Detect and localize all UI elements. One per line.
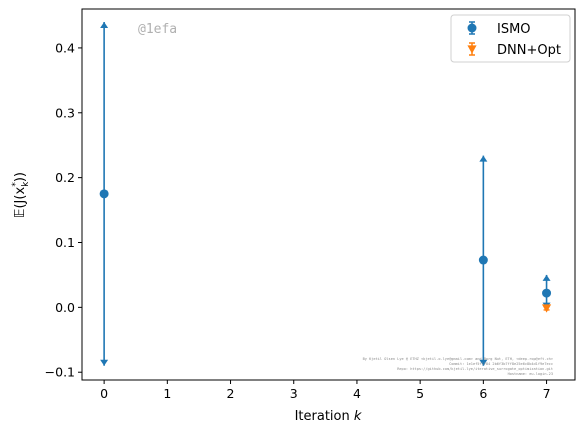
y-tick-label: 0.0 — [55, 300, 75, 315]
data-point — [541, 304, 552, 313]
legend-dnn-marker — [467, 42, 477, 56]
legend: ISMO DNN+Opt — [450, 14, 571, 63]
footer-line: Repo: https://github.com/kjetil-lye/iter… — [397, 367, 553, 371]
y-axis-label-end: )) — [13, 172, 28, 182]
x-tick-label: 6 — [479, 386, 487, 401]
x-tick-label: 7 — [543, 386, 551, 401]
x-tick-label: 1 — [163, 386, 171, 401]
x-tick-label: 0 — [100, 386, 108, 401]
x-axis-label-var: k — [354, 409, 362, 424]
y-tick-label: 0.2 — [55, 170, 75, 185]
series-layer — [99, 21, 552, 366]
error-bar-cap-lower — [479, 359, 488, 366]
x-axis-label: Iteration k — [295, 409, 362, 424]
y-axis-label-sup: * — [11, 182, 21, 187]
x-tick-label: 4 — [353, 386, 361, 401]
legend-ismo-dot — [467, 23, 477, 33]
footer-line: By Kjetil Olsen Lye @ ETHZ <kjetil.o.lye… — [363, 357, 554, 361]
footer-line: Commit: 1e1ef5f1784 2b6f3b7ff8e25e6c8b4d… — [449, 362, 553, 366]
x-axis-label-main: Iteration — [295, 409, 354, 424]
error-bar-cap-upper — [542, 274, 551, 281]
error-bar-cap-lower — [100, 359, 109, 366]
data-point — [542, 288, 552, 298]
series-ismo — [99, 21, 552, 366]
y-tick-label: 0.4 — [55, 40, 75, 55]
svg-text:𝔼(J(xk*)): 𝔼(J(xk*)) — [11, 172, 31, 218]
data-point — [478, 255, 488, 265]
plot-area — [81, 8, 576, 381]
x-tick-label: 3 — [290, 386, 298, 401]
legend-box — [450, 14, 571, 63]
y-tick-label: 0.1 — [55, 235, 75, 250]
error-bar-cap-upper — [479, 155, 488, 162]
footer-annotation: By Kjetil Olsen Lye @ ETHZ <kjetil.o.lye… — [363, 357, 554, 376]
x-tick-label: 2 — [227, 386, 235, 401]
legend-ismo-label: ISMO — [497, 22, 531, 37]
data-point — [99, 189, 109, 199]
footer-line: Hostname: eu-login-23 — [508, 372, 553, 376]
x-tick-label: 5 — [416, 386, 424, 401]
legend-ismo-marker — [467, 21, 477, 35]
legend-dnn-label: DNN+Opt — [497, 43, 561, 58]
x-axis: 0 1 2 3 4 5 6 7 — [100, 380, 551, 401]
legend-dnn-triangle — [467, 45, 477, 54]
y-tick-label: 0.3 — [55, 105, 75, 120]
y-axis: −0.1 0.0 0.1 0.2 0.3 0.4 — [45, 40, 82, 380]
y-axis-label-sub: k — [21, 181, 31, 187]
y-tick-label: −0.1 — [45, 365, 75, 380]
y-axis-label-main: 𝔼(J(x — [13, 187, 28, 218]
y-axis-label: 𝔼(J(xk*)) — [11, 172, 31, 218]
watermark-tag: @1efa — [138, 22, 177, 37]
axes-frame — [81, 8, 576, 381]
series-dnn-opt — [541, 304, 552, 313]
error-bar-cap-upper — [100, 21, 109, 28]
